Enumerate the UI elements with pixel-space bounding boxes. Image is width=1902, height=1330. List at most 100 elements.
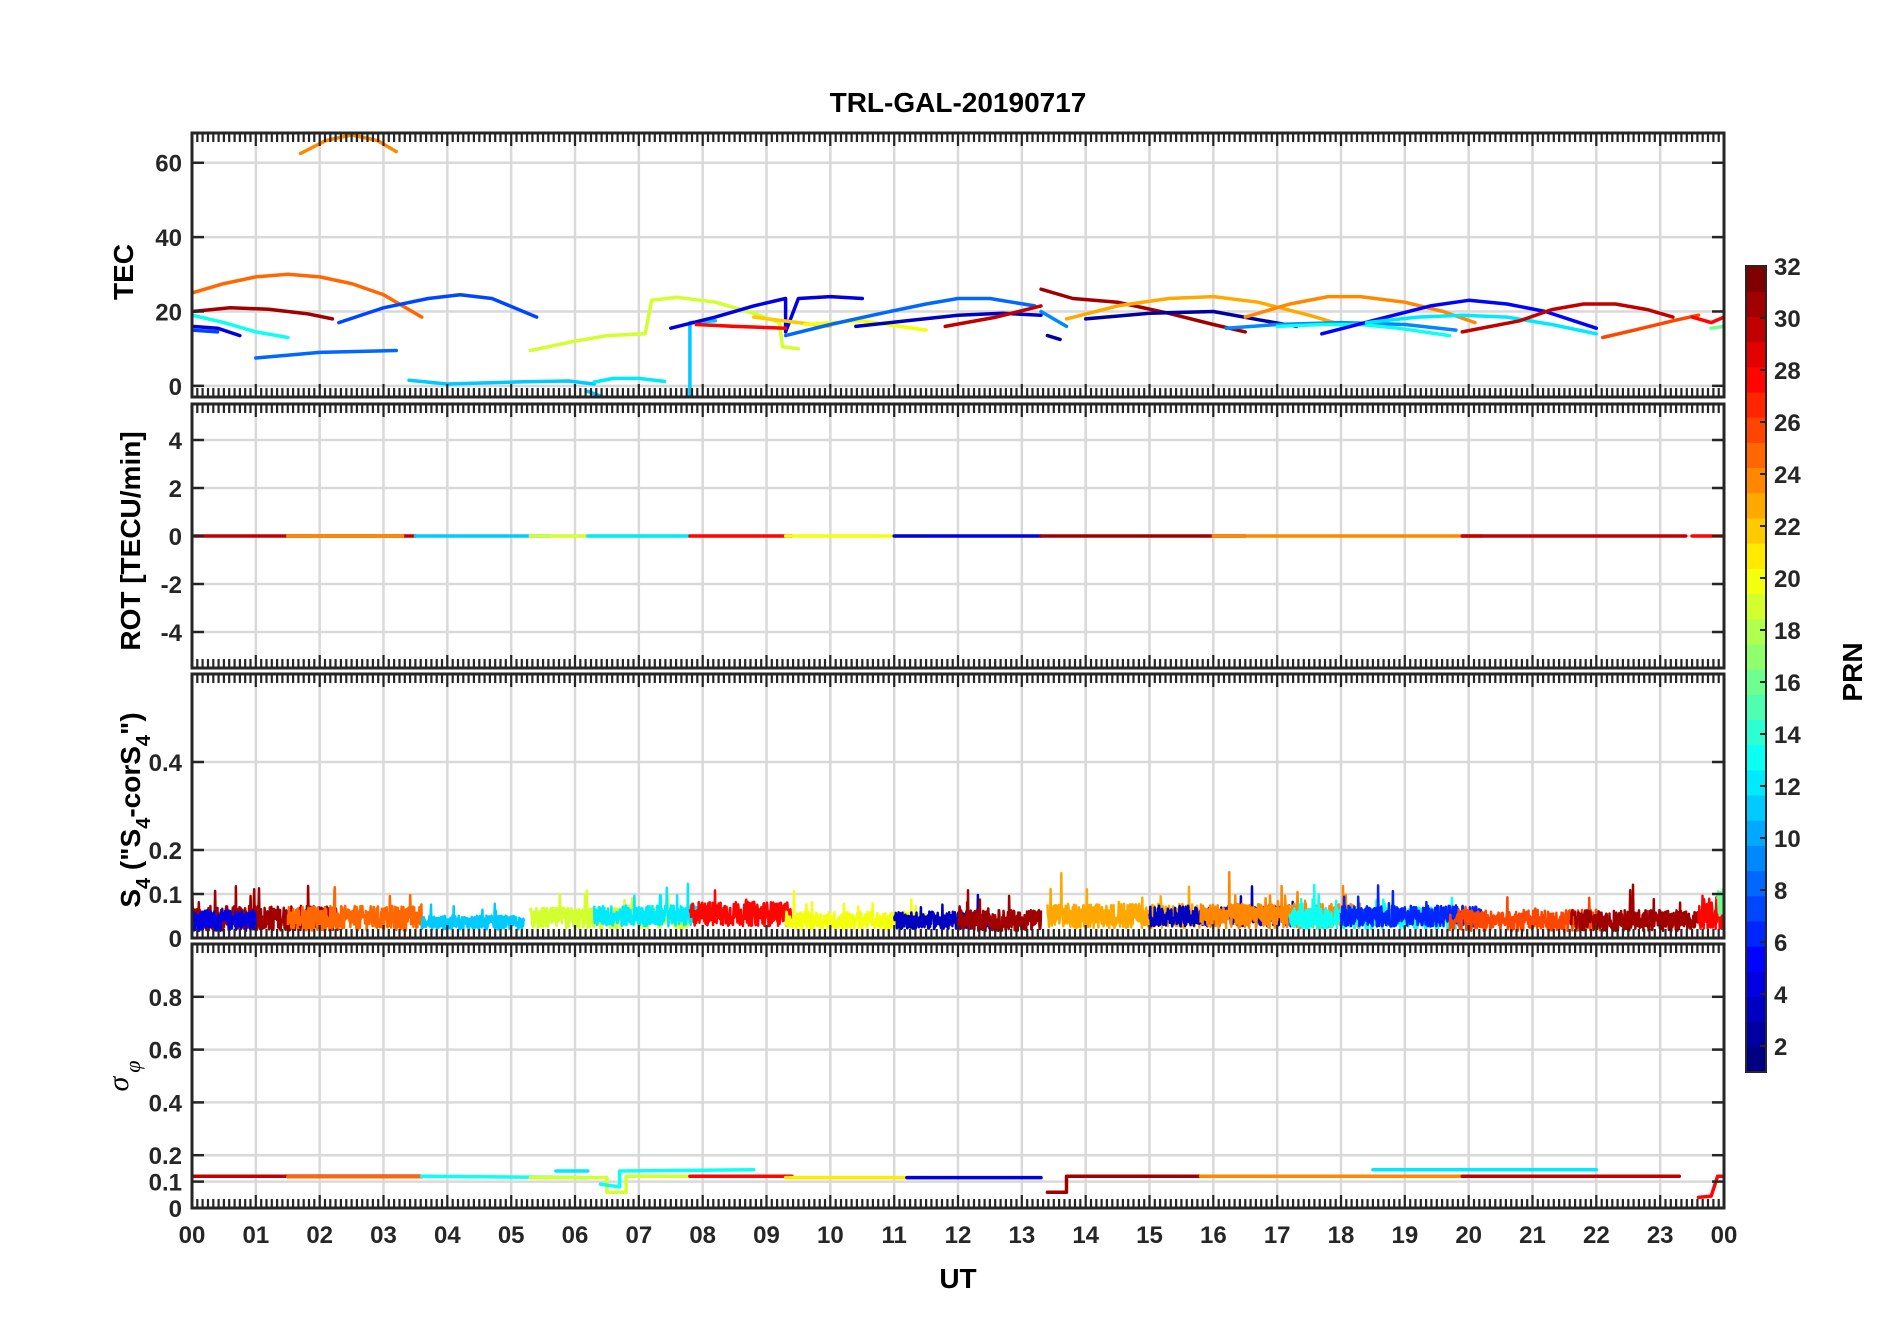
colorbar-tick-label: 2 xyxy=(1774,1034,1787,1061)
colorbar-swatch xyxy=(1746,543,1766,569)
series-line-prn-25 xyxy=(286,885,424,932)
x-tick-label: 16 xyxy=(1200,1222,1227,1249)
series-line-prn-31 xyxy=(1569,883,1700,933)
y-tick-label-tec: 0 xyxy=(169,374,182,401)
colorbar-tick-label: 24 xyxy=(1774,462,1801,489)
colorbar-tick-label: 32 xyxy=(1774,254,1801,281)
series-line-prn-28 xyxy=(1696,1174,1724,1200)
series-line-prn-26 xyxy=(1600,313,1701,340)
colorbar-swatch xyxy=(1746,669,1766,695)
y-tick-label-s4: 0 xyxy=(169,926,182,953)
x-tick-label: 15 xyxy=(1136,1222,1163,1249)
y-tick-label-rot: -2 xyxy=(161,572,182,599)
x-tick-label: 07 xyxy=(625,1222,652,1249)
series-line-prn-12 xyxy=(1364,313,1599,336)
colorbar-swatch xyxy=(1746,744,1766,771)
x-tick-label: 13 xyxy=(1008,1222,1035,1249)
series-line-prn-19 xyxy=(528,1174,692,1194)
colorbar-tick-label: 8 xyxy=(1774,878,1787,905)
x-minor-ticks-tec xyxy=(190,133,1726,397)
colorbar-swatch xyxy=(1746,467,1766,494)
x-tick-label: 09 xyxy=(753,1222,780,1249)
colorbar-swatch xyxy=(1746,442,1766,469)
chart-title: TRL-GAL-20190717 xyxy=(830,87,1087,118)
panel-sigma: 00.10.2 0.4 0.6 0.8 xyxy=(149,942,1726,1223)
y-tick-label-sigma: 0.2 xyxy=(149,1143,182,1170)
colorbar-swatch xyxy=(1746,694,1766,720)
series-line-prn-28 xyxy=(1697,894,1724,931)
series-line-prn-11 xyxy=(407,378,596,386)
series-line-prn-25 xyxy=(192,272,424,319)
series-line-prn-19 xyxy=(528,295,801,353)
series-line-prn-4 xyxy=(192,324,242,338)
colorbar-swatch xyxy=(1746,266,1766,292)
y-tick-label-rot: -4 xyxy=(161,620,183,647)
series-line-prn-31 xyxy=(1039,287,1248,334)
colorbar-swatch xyxy=(1746,769,1766,796)
series-line-prn-13 xyxy=(598,1167,756,1189)
colorbar-frame xyxy=(1745,265,1767,1073)
y-tick-label-sigma: 0.4 xyxy=(149,1090,183,1117)
colorbar-tick-label: 10 xyxy=(1774,826,1801,853)
colorbar-swatch xyxy=(1746,291,1766,317)
series-line-prn-24 xyxy=(1243,294,1477,325)
x-tick-label: 22 xyxy=(1583,1222,1610,1249)
x-tick-label: 18 xyxy=(1328,1222,1355,1249)
x-tick-label: 04 xyxy=(434,1222,461,1249)
y-tick-label-sigma: 0.8 xyxy=(149,985,182,1012)
colorbar-swatch xyxy=(1746,719,1766,746)
colorbar-swatch xyxy=(1746,1046,1766,1073)
colorbar-swatch xyxy=(1746,1021,1766,1048)
series-line-prn-31 xyxy=(192,306,335,321)
colorbar-swatch xyxy=(1746,593,1766,620)
series-line-prn-28 xyxy=(688,889,794,928)
series-line-prn-7 xyxy=(192,328,220,334)
series-line-prn-28 xyxy=(1690,315,1724,325)
x-tick-label: 19 xyxy=(1391,1222,1418,1249)
colorbar-swatch xyxy=(1746,794,1766,821)
series-line-prn-8 xyxy=(254,348,399,360)
x-tick-label: 23 xyxy=(1647,1222,1674,1249)
y-tick-label-sigma: 0 xyxy=(169,1196,182,1223)
x-tick-label: 12 xyxy=(945,1222,972,1249)
panel-s4: 0 0.1 0.2 0.4 xyxy=(149,672,1726,953)
x-tick-label: 08 xyxy=(689,1222,716,1249)
colorbar-tick-label: 6 xyxy=(1774,930,1787,957)
colorbar-swatch xyxy=(1746,996,1766,1023)
colorbar-label: PRN xyxy=(1837,642,1868,701)
colorbar-tick-label: 18 xyxy=(1774,618,1801,645)
y-tick-label-rot: 0 xyxy=(169,524,182,551)
colorbar-tick-label: 22 xyxy=(1774,514,1801,541)
x-tick-label: 03 xyxy=(370,1222,397,1249)
panel-rot: -4 -2 0 2 4 xyxy=(161,402,1726,670)
colorbar-swatch xyxy=(1746,417,1766,443)
colorbar-tick-label: 16 xyxy=(1774,670,1801,697)
x-minor-ticks-sigma xyxy=(190,944,1726,1208)
y-tick-label-sigma: 0.6 xyxy=(149,1038,182,1065)
series-line-prn-4 xyxy=(669,294,865,334)
x-tick-label: 10 xyxy=(817,1222,844,1249)
colorbar-swatch xyxy=(1746,946,1766,972)
colorbar-swatch xyxy=(1746,517,1766,544)
y-axis-label-tec: TEC xyxy=(108,244,139,300)
series-line-prn-8 xyxy=(783,296,1037,338)
colorbar-swatch xyxy=(1746,820,1766,846)
y-axis-label-rot: ROT [TECU/min] xyxy=(115,431,146,650)
panel-tec: 0 20 40 60 xyxy=(155,131,1726,401)
x-tick-label: 17 xyxy=(1264,1222,1291,1249)
y-tick-label-rot: 4 xyxy=(169,428,183,455)
series-line-prn-9 xyxy=(1039,309,1069,329)
series-line-prn-30 xyxy=(943,304,1043,329)
colorbar-swatch xyxy=(1746,341,1766,368)
series-line-prn-13 xyxy=(192,313,290,340)
x-tick-label: 05 xyxy=(498,1222,525,1249)
colorbar-swatch xyxy=(1746,316,1766,343)
series-line-prn-7 xyxy=(337,292,539,325)
y-tick-label-s4: 0.2 xyxy=(149,838,182,865)
y-tick-label-sigma: 0.1 xyxy=(149,1170,182,1197)
x-tick-labels: 00 01 02 03 04 05 06 07 08 09 10 11 12 13 14 15 16 17 18 19… xyxy=(179,1222,1738,1249)
series-line-prn-31 xyxy=(956,889,1043,933)
colorbar-tick-label: 26 xyxy=(1774,410,1801,437)
x-tick-label: 02 xyxy=(306,1222,333,1249)
